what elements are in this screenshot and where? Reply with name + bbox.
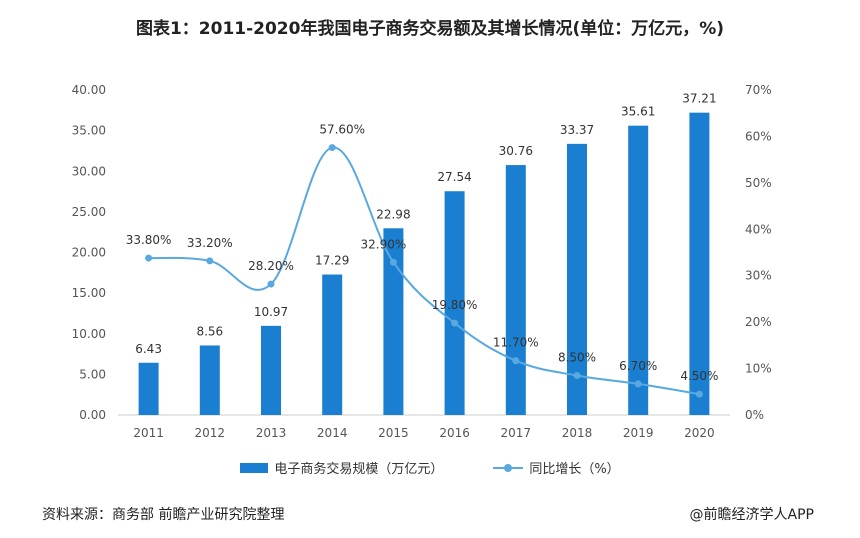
y-left-tick-label: 5.00 [79, 367, 106, 381]
growth-value-label: 19.80% [432, 298, 478, 312]
x-tick-label: 2019 [623, 426, 654, 440]
growth-point [695, 390, 703, 398]
growth-line [148, 146, 700, 396]
growth-point [145, 254, 153, 262]
growth-value-label: 4.50% [680, 369, 718, 383]
bar-value-label: 6.43 [135, 342, 162, 356]
bar-value-label: 30.76 [499, 144, 533, 158]
x-tick-label: 2020 [684, 426, 715, 440]
y-right-tick-label: 70% [745, 83, 772, 97]
bar [261, 325, 281, 415]
growth-point [573, 372, 581, 380]
growth-point [206, 257, 214, 265]
y-left-tick-label: 25.00 [72, 205, 106, 219]
x-tick-label: 2018 [562, 426, 593, 440]
legend-item-line: 同比增长（%） [493, 458, 620, 477]
bar [138, 362, 159, 415]
growth-value-label: 33.20% [187, 236, 233, 250]
x-tick-label: 2015 [378, 426, 409, 440]
y-left-tick-label: 20.00 [72, 246, 106, 260]
y-left-tick-label: 30.00 [72, 164, 106, 178]
legend-bar-swatch [240, 462, 269, 473]
bar-value-label: 22.98 [376, 207, 410, 221]
bar [444, 191, 465, 415]
y-left-tick-label: 35.00 [72, 124, 106, 138]
bar [628, 125, 649, 415]
chart-title: 图表1：2011-2020年我国电子商务交易额及其增长情况(单位：万亿元，%) [135, 19, 725, 39]
growth-value-label: 28.20% [248, 259, 294, 273]
y-left-tick-label: 15.00 [72, 286, 106, 300]
bar [322, 274, 343, 415]
bar [383, 228, 404, 415]
y-right-tick-label: 30% [745, 269, 772, 283]
growth-value-label: 57.60% [319, 123, 365, 137]
growth-point [389, 258, 397, 266]
y-left-tick-label: 40.00 [72, 83, 106, 97]
brand-watermark-text: @前瞻经济学人APP [689, 507, 814, 523]
bar-value-label: 17.29 [315, 254, 349, 268]
bar-value-label: 37.21 [682, 92, 716, 106]
bar-value-label: 33.37 [560, 123, 594, 137]
x-tick-label: 2011 [133, 426, 164, 440]
y-right-tick-label: 10% [745, 362, 772, 376]
x-tick-label: 2017 [501, 426, 532, 440]
bar-value-label: 35.61 [621, 105, 655, 119]
y-right-tick-label: 50% [745, 176, 772, 190]
x-tick-label: 2016 [439, 426, 470, 440]
legend-item-bar: 电子商务交易规模（万亿元） [240, 458, 443, 477]
bar [567, 143, 587, 415]
growth-value-label: 32.90% [361, 237, 407, 251]
growth-point [451, 319, 459, 327]
y-right-tick-label: 0% [745, 408, 764, 422]
bar [505, 165, 526, 415]
growth-value-label: 6.70% [619, 359, 657, 373]
bar [689, 112, 710, 415]
bar-value-label: 27.54 [437, 170, 471, 184]
growth-value-label: 8.50% [558, 351, 596, 365]
bar-value-label: 10.97 [254, 305, 288, 319]
growth-value-label: 11.70% [493, 336, 539, 350]
growth-point [328, 144, 336, 152]
y-right-tick-label: 60% [745, 129, 772, 143]
x-tick-label: 2012 [195, 426, 226, 440]
legend-label-bar: 电子商务交易规模（万亿元） [274, 462, 444, 477]
growth-point [512, 357, 520, 365]
bar [199, 345, 220, 415]
source-note: 资料来源：商务部 前瞻产业研究院整理 [42, 507, 285, 523]
growth-value-label: 33.80% [126, 233, 172, 247]
legend-line-swatch [493, 462, 524, 474]
x-tick-label: 2013 [256, 426, 287, 440]
legend-label-line: 同比增长（%） [529, 462, 620, 477]
legend: 电子商务交易规模（万亿元） 同比增长（%） [0, 458, 860, 477]
growth-point [634, 380, 642, 388]
y-right-tick-label: 40% [745, 222, 772, 236]
x-tick-label: 2014 [317, 426, 348, 440]
growth-point [267, 280, 275, 288]
y-left-tick-label: 10.00 [72, 327, 106, 341]
y-right-tick-label: 20% [745, 315, 772, 329]
bar-value-label: 8.56 [196, 324, 223, 338]
y-left-tick-label: 0.00 [79, 408, 106, 422]
